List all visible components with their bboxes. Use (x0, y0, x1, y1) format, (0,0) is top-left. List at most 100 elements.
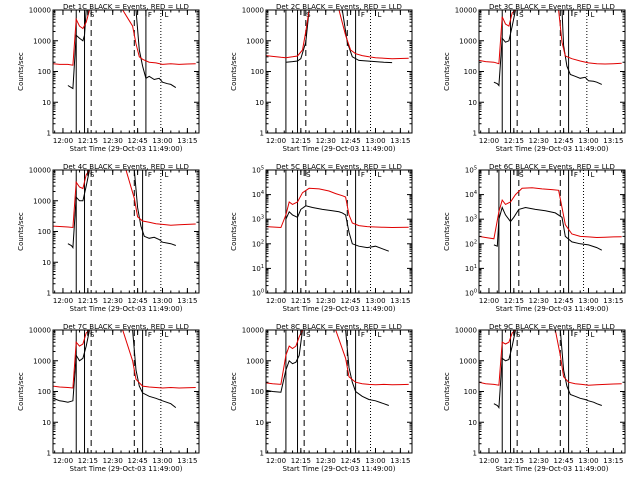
x-tick-label: 12:45 (554, 137, 574, 145)
x-tick-label: 12:45 (128, 297, 148, 305)
marker-label-L: L (591, 331, 595, 339)
plot-frame (265, 9, 413, 134)
marker-label-F: F (361, 331, 365, 339)
y-axis-label: Counts/sec (443, 52, 451, 91)
panel-title: Det 7C BLACK = Events, RED = LLD (63, 323, 189, 331)
lld-series (479, 330, 622, 386)
x-tick-label: 13:00 (578, 457, 598, 465)
marker-label-S: S (519, 11, 524, 19)
x-axis-label: Start Time (29-Oct-03 11:49:00) (496, 465, 609, 473)
plot-frame (478, 329, 626, 454)
lld-series (479, 187, 622, 240)
x-tick-label: 13:15 (603, 457, 623, 465)
y-tick-label: 1 (260, 450, 264, 458)
y-axis-label: Counts/sec (17, 372, 25, 411)
panel-title: Det 8C BLACK = Events, RED = LLD (276, 323, 402, 331)
y-tick-label: 101 (465, 264, 477, 273)
panel-title: Det 1C BLACK = Events, RED = LLD (63, 3, 189, 11)
y-tick-label: 10 (42, 259, 51, 267)
y-tick-label: 1000 (246, 357, 264, 365)
panel-title: Det 4C BLACK = Events, RED = LLD (63, 163, 189, 171)
panel-title: Det 9C BLACK = Events, RED = LLD (489, 323, 615, 331)
panel-title: Det 3C BLACK = Events, RED = LLD (489, 3, 615, 11)
events-series (285, 205, 389, 252)
marker-label-F: F (361, 11, 365, 19)
marker-label-F: F (361, 171, 365, 179)
panel-title: Det 2C BLACK = Events, RED = LLD (276, 3, 402, 11)
x-axis-label: Start Time (29-Oct-03 11:49:00) (70, 305, 183, 313)
x-tick-label: 12:00 (53, 137, 73, 145)
y-axis-label: Counts/sec (17, 52, 25, 91)
y-tick-label: 100 (38, 68, 51, 76)
marker-label-L: L (165, 11, 169, 19)
y-tick-label: 1 (47, 450, 51, 458)
x-tick-label: 13:00 (152, 297, 172, 305)
x-tick-label: 13:15 (390, 137, 410, 145)
x-axis-label: Start Time (29-Oct-03 11:49:00) (283, 145, 396, 153)
y-tick-label: 100 (38, 228, 51, 236)
x-tick-label: 12:45 (554, 297, 574, 305)
y-tick-label: 103 (252, 215, 264, 224)
y-tick-label: 10000 (29, 327, 51, 335)
plot-frame (265, 169, 413, 294)
y-axis-label: Counts/sec (230, 372, 238, 411)
y-tick-label: 1000 (459, 357, 477, 365)
marker-label-L: L (378, 331, 382, 339)
marker-label-F: F (148, 171, 152, 179)
x-tick-label: 12:30 (103, 137, 123, 145)
y-tick-label: 10000 (29, 167, 51, 175)
lld-series (266, 187, 409, 229)
events-series (67, 10, 177, 90)
x-tick-label: 13:15 (603, 137, 623, 145)
x-tick-label: 12:45 (341, 137, 361, 145)
plot-frame (52, 9, 200, 134)
y-tick-label: 1000 (33, 197, 51, 205)
marker-label-L: L (378, 11, 382, 19)
x-tick-label: 13:15 (177, 137, 197, 145)
marker-label-S: S (519, 171, 524, 179)
x-tick-label: 12:15 (291, 457, 311, 465)
y-tick-label: 10 (468, 99, 477, 107)
plot-frame (52, 169, 200, 294)
y-tick-label: 100 (464, 388, 477, 396)
plot-frame (478, 169, 626, 294)
marker-label-F: F (148, 11, 152, 19)
x-tick-label: 12:30 (529, 297, 549, 305)
x-tick-label: 13:00 (152, 137, 172, 145)
marker-label-F: F (574, 11, 578, 19)
x-tick-label: 12:00 (53, 297, 73, 305)
events-series (67, 170, 176, 249)
x-tick-label: 13:00 (152, 457, 172, 465)
y-tick-label: 100 (251, 388, 264, 396)
events-series (493, 206, 603, 251)
x-tick-label: 13:15 (177, 457, 197, 465)
x-tick-label: 12:15 (78, 297, 98, 305)
x-tick-label: 13:00 (365, 297, 385, 305)
x-tick-label: 12:30 (103, 457, 123, 465)
y-tick-label: 102 (465, 239, 477, 248)
x-axis-label: Start Time (29-Oct-03 11:49:00) (283, 465, 396, 473)
events-series (285, 10, 393, 64)
x-tick-label: 12:00 (266, 297, 286, 305)
x-axis-label: Start Time (29-Oct-03 11:49:00) (496, 305, 609, 313)
y-tick-label: 1000 (459, 37, 477, 45)
x-tick-label: 13:00 (578, 297, 598, 305)
y-tick-label: 1 (47, 130, 51, 138)
lld-series (53, 10, 196, 66)
marker-label-F: F (574, 331, 578, 339)
y-tick-label: 10 (42, 419, 51, 427)
y-axis-label: Counts/sec (443, 212, 451, 251)
x-tick-label: 12:15 (504, 457, 524, 465)
x-tick-label: 12:45 (341, 457, 361, 465)
marker-label-L: L (165, 171, 169, 179)
panel-det-8: S F L 1 10 100 1000 10000 12:00 12:15 12:30 12:45 13… (230, 323, 413, 473)
y-tick-label: 100 (38, 388, 51, 396)
y-tick-label: 10 (255, 419, 264, 427)
y-tick-label: 10 (255, 99, 264, 107)
x-tick-label: 12:45 (128, 457, 148, 465)
x-tick-label: 13:15 (603, 297, 623, 305)
x-tick-label: 12:00 (479, 457, 499, 465)
y-tick-label: 105 (465, 166, 477, 175)
y-tick-label: 102 (252, 239, 264, 248)
y-tick-label: 1000 (246, 37, 264, 45)
